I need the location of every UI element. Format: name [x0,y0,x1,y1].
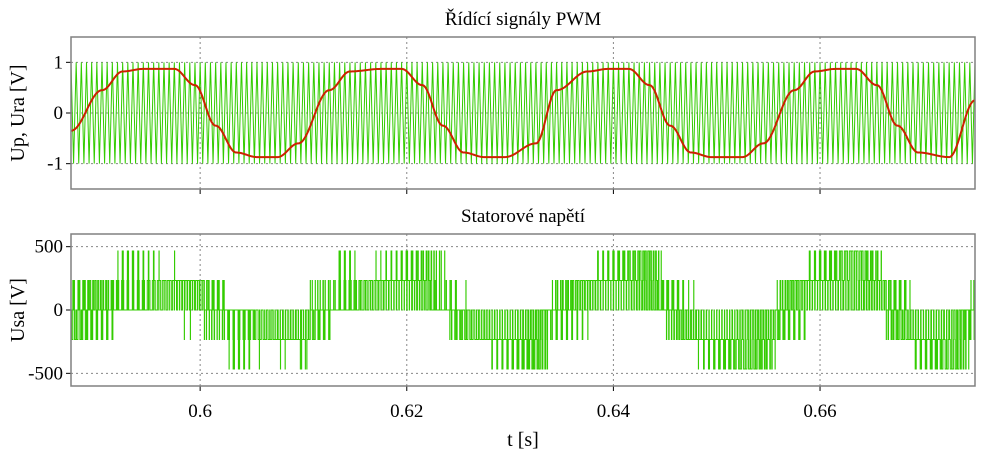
series-reference-signal [71,67,975,159]
x-tick-label-1: 0.62 [390,401,423,422]
y-tick-label-top-0: 1 [54,52,64,73]
x-tick-marks-top [199,189,821,194]
y-axis-label-bottom: Usa [V] [7,278,29,342]
x-tick-label-3: 0.66 [803,401,836,422]
x-ticks-bottom: 0.6 0.62 0.64 0.66 [188,386,837,422]
y-axis-label-top: Up, Ura [V] [7,64,29,161]
chart-title-top: Řídící signály PWM [445,8,601,30]
y-ticks-bottom: 500 0 -500 [28,237,71,384]
y-tick-label-bottom-0: 500 [35,237,64,258]
y-tick-label-top-2: -1 [47,154,63,175]
series-carrier-triangle [71,62,975,164]
y-ticks-top: 1 0 -1 [47,52,71,175]
pwm-control-signals-panel: Řídící signály PWM 1 0 -1 Up, Ura [V] [7,8,976,194]
x-axis-label: t [s] [507,429,539,451]
y-tick-label-bottom-1: 0 [54,300,64,321]
y-tick-label-top-1: 0 [54,103,64,124]
chart-title-bottom: Statorové napětí [461,206,586,227]
plot-frame-bottom [70,233,976,387]
x-tick-label-2: 0.64 [597,401,631,422]
series-stator-voltage [71,250,975,370]
y-tick-label-bottom-2: -500 [28,363,63,384]
plot-frame-top [70,36,976,190]
x-tick-label-0: 0.6 [188,401,212,422]
